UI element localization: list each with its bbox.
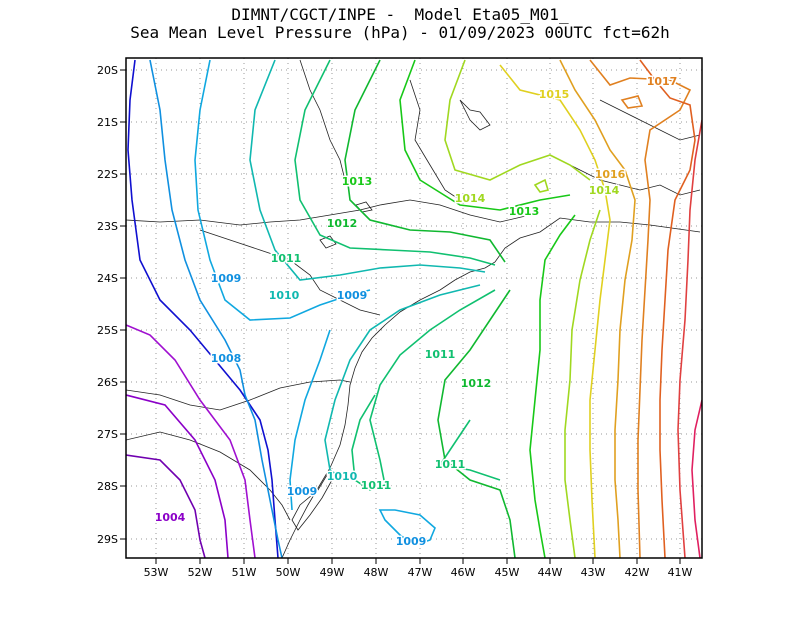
coastline-borders [126,59,701,558]
lon-tick-label: 51W [232,566,257,579]
isobar-1005 [126,324,256,558]
state-border-3 [126,379,351,411]
contour-label: 1017 [647,75,678,88]
contour-label: 1011 [271,252,302,265]
state-border-7 [559,159,701,196]
contour-label: 1009 [337,289,368,302]
lon-tick-label: 52W [188,566,213,579]
isobar-1018 [639,59,696,558]
isobar-1014 [444,59,601,558]
isobar-1019 [677,119,702,558]
coastline [281,217,701,558]
state-border-4 [126,431,291,521]
lon-tick-label: 42W [625,566,650,579]
isobar-1016 [559,59,636,558]
isobar-1009 [194,59,436,546]
lat-tick-label: 22S [97,168,118,181]
lon-tick-label: 50W [276,566,301,579]
lon-tick-label: 53W [144,566,169,579]
state-border-1 [126,199,531,226]
isobar-1013 [399,59,576,558]
state-border-6 [299,59,346,181]
lat-tick-label: 28S [97,480,118,493]
contour-label: 1016 [595,168,626,181]
contour-label: 1008 [211,352,242,365]
lon-tick-label: 49W [320,566,345,579]
isobar-1015 [499,64,611,558]
isobar-1011 [294,59,501,491]
reservoir-1 [459,99,491,131]
contour-label: 1009 [287,485,318,498]
lon-tick-label: 46W [451,566,476,579]
lat-tick-label: 20S [97,64,118,77]
contour-label: 1013 [509,205,540,218]
lat-tick-label: 25S [97,324,118,337]
contour-label: 1014 [455,192,486,205]
contour-label: 1004 [155,511,186,524]
state-border-5 [409,79,461,201]
isobar-1010 [249,59,486,481]
contour-label: 1013 [342,175,373,188]
contour-label: 1011 [425,348,456,361]
state-border-2 [199,229,381,316]
lon-tick-label: 44W [538,566,563,579]
isobars [126,59,702,558]
isobar-1017 [589,59,692,558]
contour-label: 1010 [327,470,358,483]
chart-title: DIMNT/CGCT/INPE - Model Eta05_M01_ Sea M… [0,6,800,42]
contour-label: 1011 [435,458,466,471]
lat-tick-label: 27S [97,428,118,441]
isobar-1004 [126,394,229,558]
longitude-axis: 53W 52W 51W 50W 49W 48W 47W 46W 45W 44W 43W 42W 41W [144,558,693,579]
lat-tick-label: 23S [97,220,118,233]
lon-tick-label: 43W [581,566,606,579]
plot-frame [125,57,703,559]
contour-label: 1012 [327,217,358,230]
isobar-1012 [344,59,516,558]
isobar-1008 [149,59,283,558]
isobar-1020 [691,399,702,558]
lon-tick-label: 47W [408,566,433,579]
isobar-1003 [126,454,206,558]
contour-label: 1011 [361,479,392,492]
isobar-1006 [127,59,279,558]
lat-tick-label: 29S [97,533,118,546]
state-border-8 [599,99,701,141]
lat-tick-label: 24S [97,272,118,285]
contour-label: 1009 [211,272,242,285]
title-line-2: Sea Mean Level Pressure (hPa) - 01/09/20… [130,23,670,42]
contour-labels: 1004100810091009100910091010101010111011… [153,74,679,550]
contour-label: 1014 [589,184,620,197]
latitude-axis: 20S 21S 22S 23S 24S 25S 26S 27S 28S 29S [97,64,126,546]
contour-label: 1012 [461,377,492,390]
lagoon [291,468,333,531]
lon-tick-label: 48W [364,566,389,579]
lon-tick-label: 45W [495,566,520,579]
contour-label: 1015 [539,88,570,101]
contour-label: 1009 [396,535,427,548]
lon-tick-label: 41W [668,566,693,579]
lat-tick-label: 26S [97,376,118,389]
lat-tick-label: 21S [97,116,118,129]
contour-label: 1010 [269,289,300,302]
title-line-1: DIMNT/CGCT/INPE - Model Eta05_M01_ [231,5,569,24]
